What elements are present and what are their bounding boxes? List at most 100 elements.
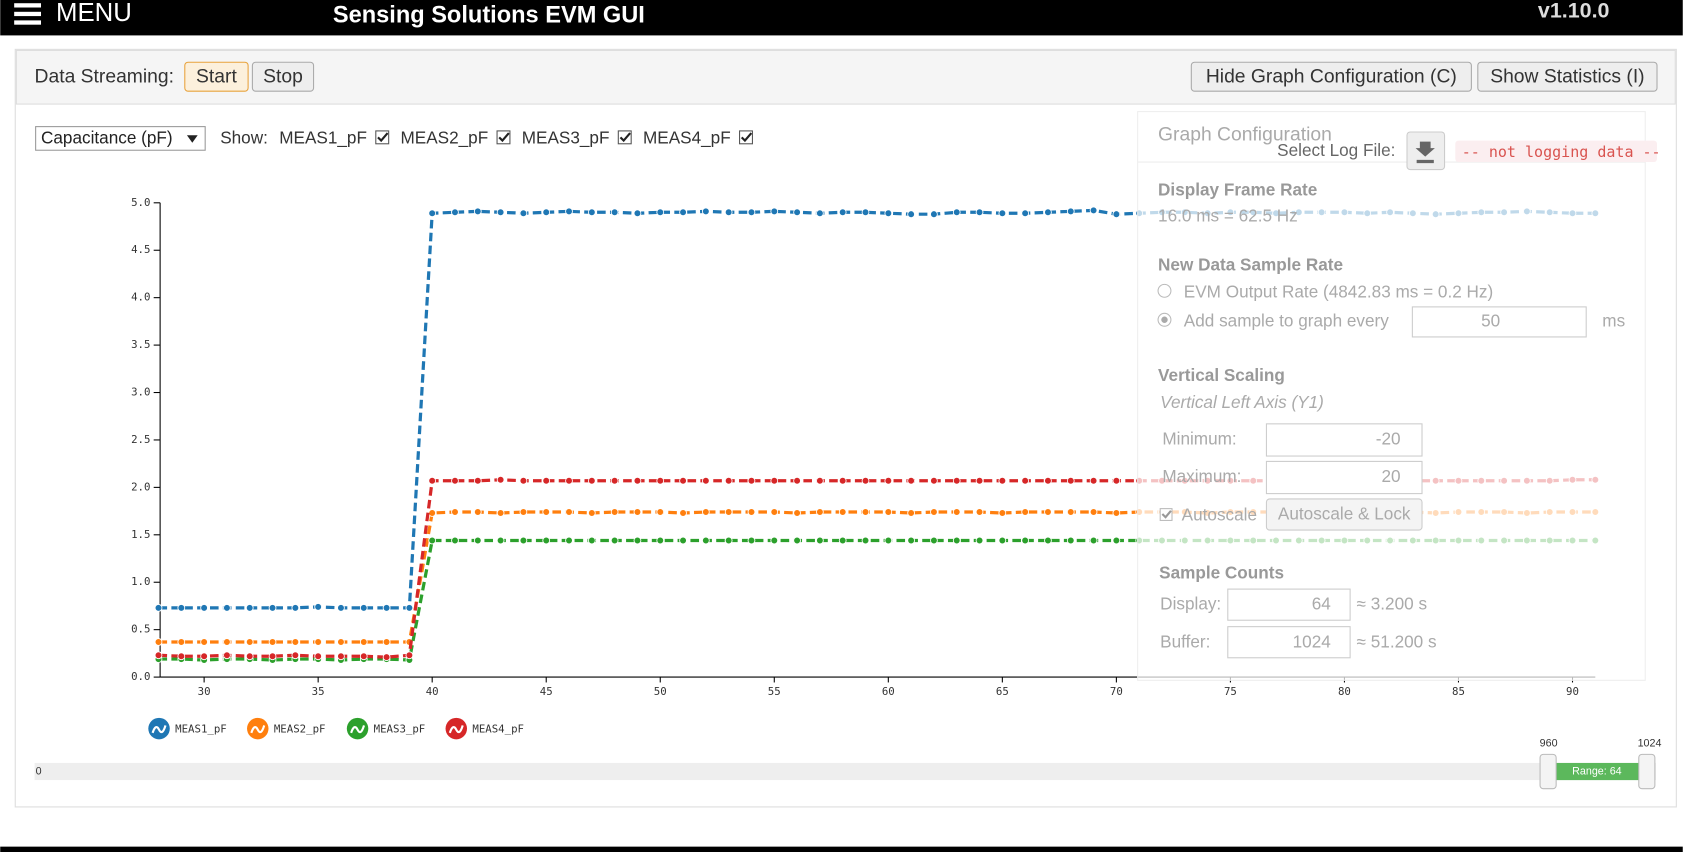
y-tick-label: 4.5 bbox=[131, 243, 150, 256]
data-point bbox=[223, 638, 231, 646]
stop-button[interactable] bbox=[251, 61, 315, 92]
maximum-value[interactable]: 20 bbox=[1381, 466, 1400, 486]
unit-select-label[interactable]: Capacitance (pF) bbox=[41, 127, 173, 147]
data-point bbox=[1112, 476, 1121, 485]
hide-config-button[interactable] bbox=[1190, 61, 1472, 92]
autoscale[interactable]: Autoscale bbox=[1182, 505, 1257, 525]
slider-range[interactable] bbox=[1555, 762, 1639, 781]
data-point bbox=[701, 508, 710, 516]
start-button[interactable] bbox=[184, 61, 249, 92]
data-point bbox=[223, 603, 231, 612]
data-point bbox=[884, 508, 893, 516]
hide-config-label[interactable]: Hide Graph Configuration (C) bbox=[1206, 66, 1457, 87]
data-point bbox=[1089, 476, 1098, 485]
data-point bbox=[382, 653, 391, 662]
data-point bbox=[679, 509, 687, 517]
data-point bbox=[542, 508, 551, 516]
display-label: Display: bbox=[1160, 594, 1221, 614]
y-tick-label: 1.5 bbox=[131, 528, 150, 541]
display-input[interactable] bbox=[1227, 588, 1351, 621]
data-point bbox=[998, 209, 1007, 218]
autoscale-lock-button[interactable] bbox=[1265, 498, 1423, 531]
x-tick-label: 35 bbox=[312, 685, 325, 698]
slider-track[interactable] bbox=[34, 762, 1656, 781]
data-point bbox=[838, 208, 847, 217]
x-tick-label: 30 bbox=[198, 685, 211, 698]
data-point bbox=[1066, 476, 1075, 485]
add-sample-input[interactable] bbox=[1411, 306, 1587, 338]
config-backdrop bbox=[1137, 111, 1646, 681]
add-sample[interactable]: Add sample to graph every bbox=[1184, 310, 1389, 330]
log-label: Select Log File: bbox=[1277, 140, 1395, 160]
menu-label[interactable]: MENU bbox=[56, 0, 132, 27]
data-point bbox=[770, 207, 779, 216]
data-point bbox=[291, 638, 300, 646]
legend-icon bbox=[151, 725, 167, 734]
slider-low-handle[interactable] bbox=[1539, 753, 1557, 790]
maximum-label: Maximum: bbox=[1162, 466, 1241, 486]
data-point bbox=[1066, 536, 1075, 545]
buffer-input[interactable] bbox=[1227, 626, 1351, 659]
slider-range-label: Range: 64 bbox=[1572, 765, 1622, 777]
legend-label: MEAS4_pF bbox=[472, 723, 524, 736]
data-point bbox=[245, 603, 254, 612]
start-label[interactable]: Start bbox=[196, 66, 237, 87]
data-point bbox=[747, 476, 756, 485]
data-point bbox=[701, 476, 710, 485]
data-point bbox=[200, 652, 208, 661]
data-point bbox=[451, 208, 459, 217]
data-point bbox=[1044, 536, 1052, 545]
data-point bbox=[838, 508, 847, 516]
download-icon[interactable] bbox=[1415, 141, 1435, 164]
slider-high: 1024 bbox=[1638, 737, 1662, 749]
unit-select[interactable] bbox=[35, 126, 206, 151]
data-point bbox=[542, 536, 551, 545]
data-point bbox=[268, 603, 277, 612]
data-point bbox=[610, 536, 619, 545]
version: v1.10.0 bbox=[1538, 0, 1610, 22]
minimum-value[interactable]: -20 bbox=[1376, 428, 1401, 448]
vertical-heading: Vertical Scaling bbox=[1158, 365, 1285, 385]
data-point bbox=[907, 536, 915, 545]
data-point bbox=[907, 476, 915, 485]
data-point bbox=[656, 536, 665, 545]
show-stats-label[interactable]: Show Statistics (I) bbox=[1490, 66, 1644, 87]
add-sample-value[interactable]: 50 bbox=[1481, 310, 1500, 330]
data-point bbox=[1066, 508, 1075, 516]
y-tick-label: 0.0 bbox=[131, 670, 150, 683]
slider-high-handle[interactable] bbox=[1638, 753, 1656, 790]
autoscale-checkbox[interactable] bbox=[1159, 508, 1173, 521]
radio-evm[interactable] bbox=[1157, 283, 1172, 298]
data-point bbox=[793, 476, 801, 485]
buffer-count[interactable]: 1024 bbox=[1293, 631, 1332, 651]
data-point bbox=[291, 603, 300, 612]
data-point bbox=[1089, 536, 1098, 545]
data-point bbox=[975, 476, 984, 485]
buffer-time: ≈ 51.200 s bbox=[1357, 631, 1437, 651]
stop-label[interactable]: Stop bbox=[263, 66, 303, 87]
data-point bbox=[884, 209, 893, 218]
legend-label: MEAS3_pF bbox=[374, 723, 426, 736]
show-stats-button[interactable] bbox=[1477, 61, 1658, 92]
data-point bbox=[428, 536, 437, 545]
maximum-input[interactable] bbox=[1265, 460, 1423, 495]
checkmark bbox=[740, 132, 753, 143]
data-point bbox=[428, 509, 437, 517]
data-point bbox=[724, 508, 733, 516]
menu-icon[interactable] bbox=[14, 3, 42, 25]
data-point bbox=[587, 476, 596, 485]
data-point bbox=[838, 536, 847, 545]
data-point bbox=[679, 536, 687, 545]
data-point bbox=[610, 508, 619, 516]
x-tick-label: 70 bbox=[1110, 685, 1123, 698]
y-tick-label: 3.5 bbox=[131, 338, 150, 351]
display-time: ≈ 3.200 s bbox=[1357, 594, 1427, 614]
series-line bbox=[158, 538, 1596, 662]
minimum-input[interactable] bbox=[1265, 423, 1423, 457]
evm-rate[interactable]: EVM Output Rate (4842.83 ms = 0.2 Hz) bbox=[1184, 281, 1493, 301]
autoscale-lock[interactable]: Autoscale & Lock bbox=[1278, 504, 1411, 524]
display-count[interactable]: 64 bbox=[1312, 594, 1332, 614]
data-point bbox=[519, 476, 528, 485]
data-point bbox=[542, 476, 551, 485]
data-point bbox=[952, 508, 961, 516]
